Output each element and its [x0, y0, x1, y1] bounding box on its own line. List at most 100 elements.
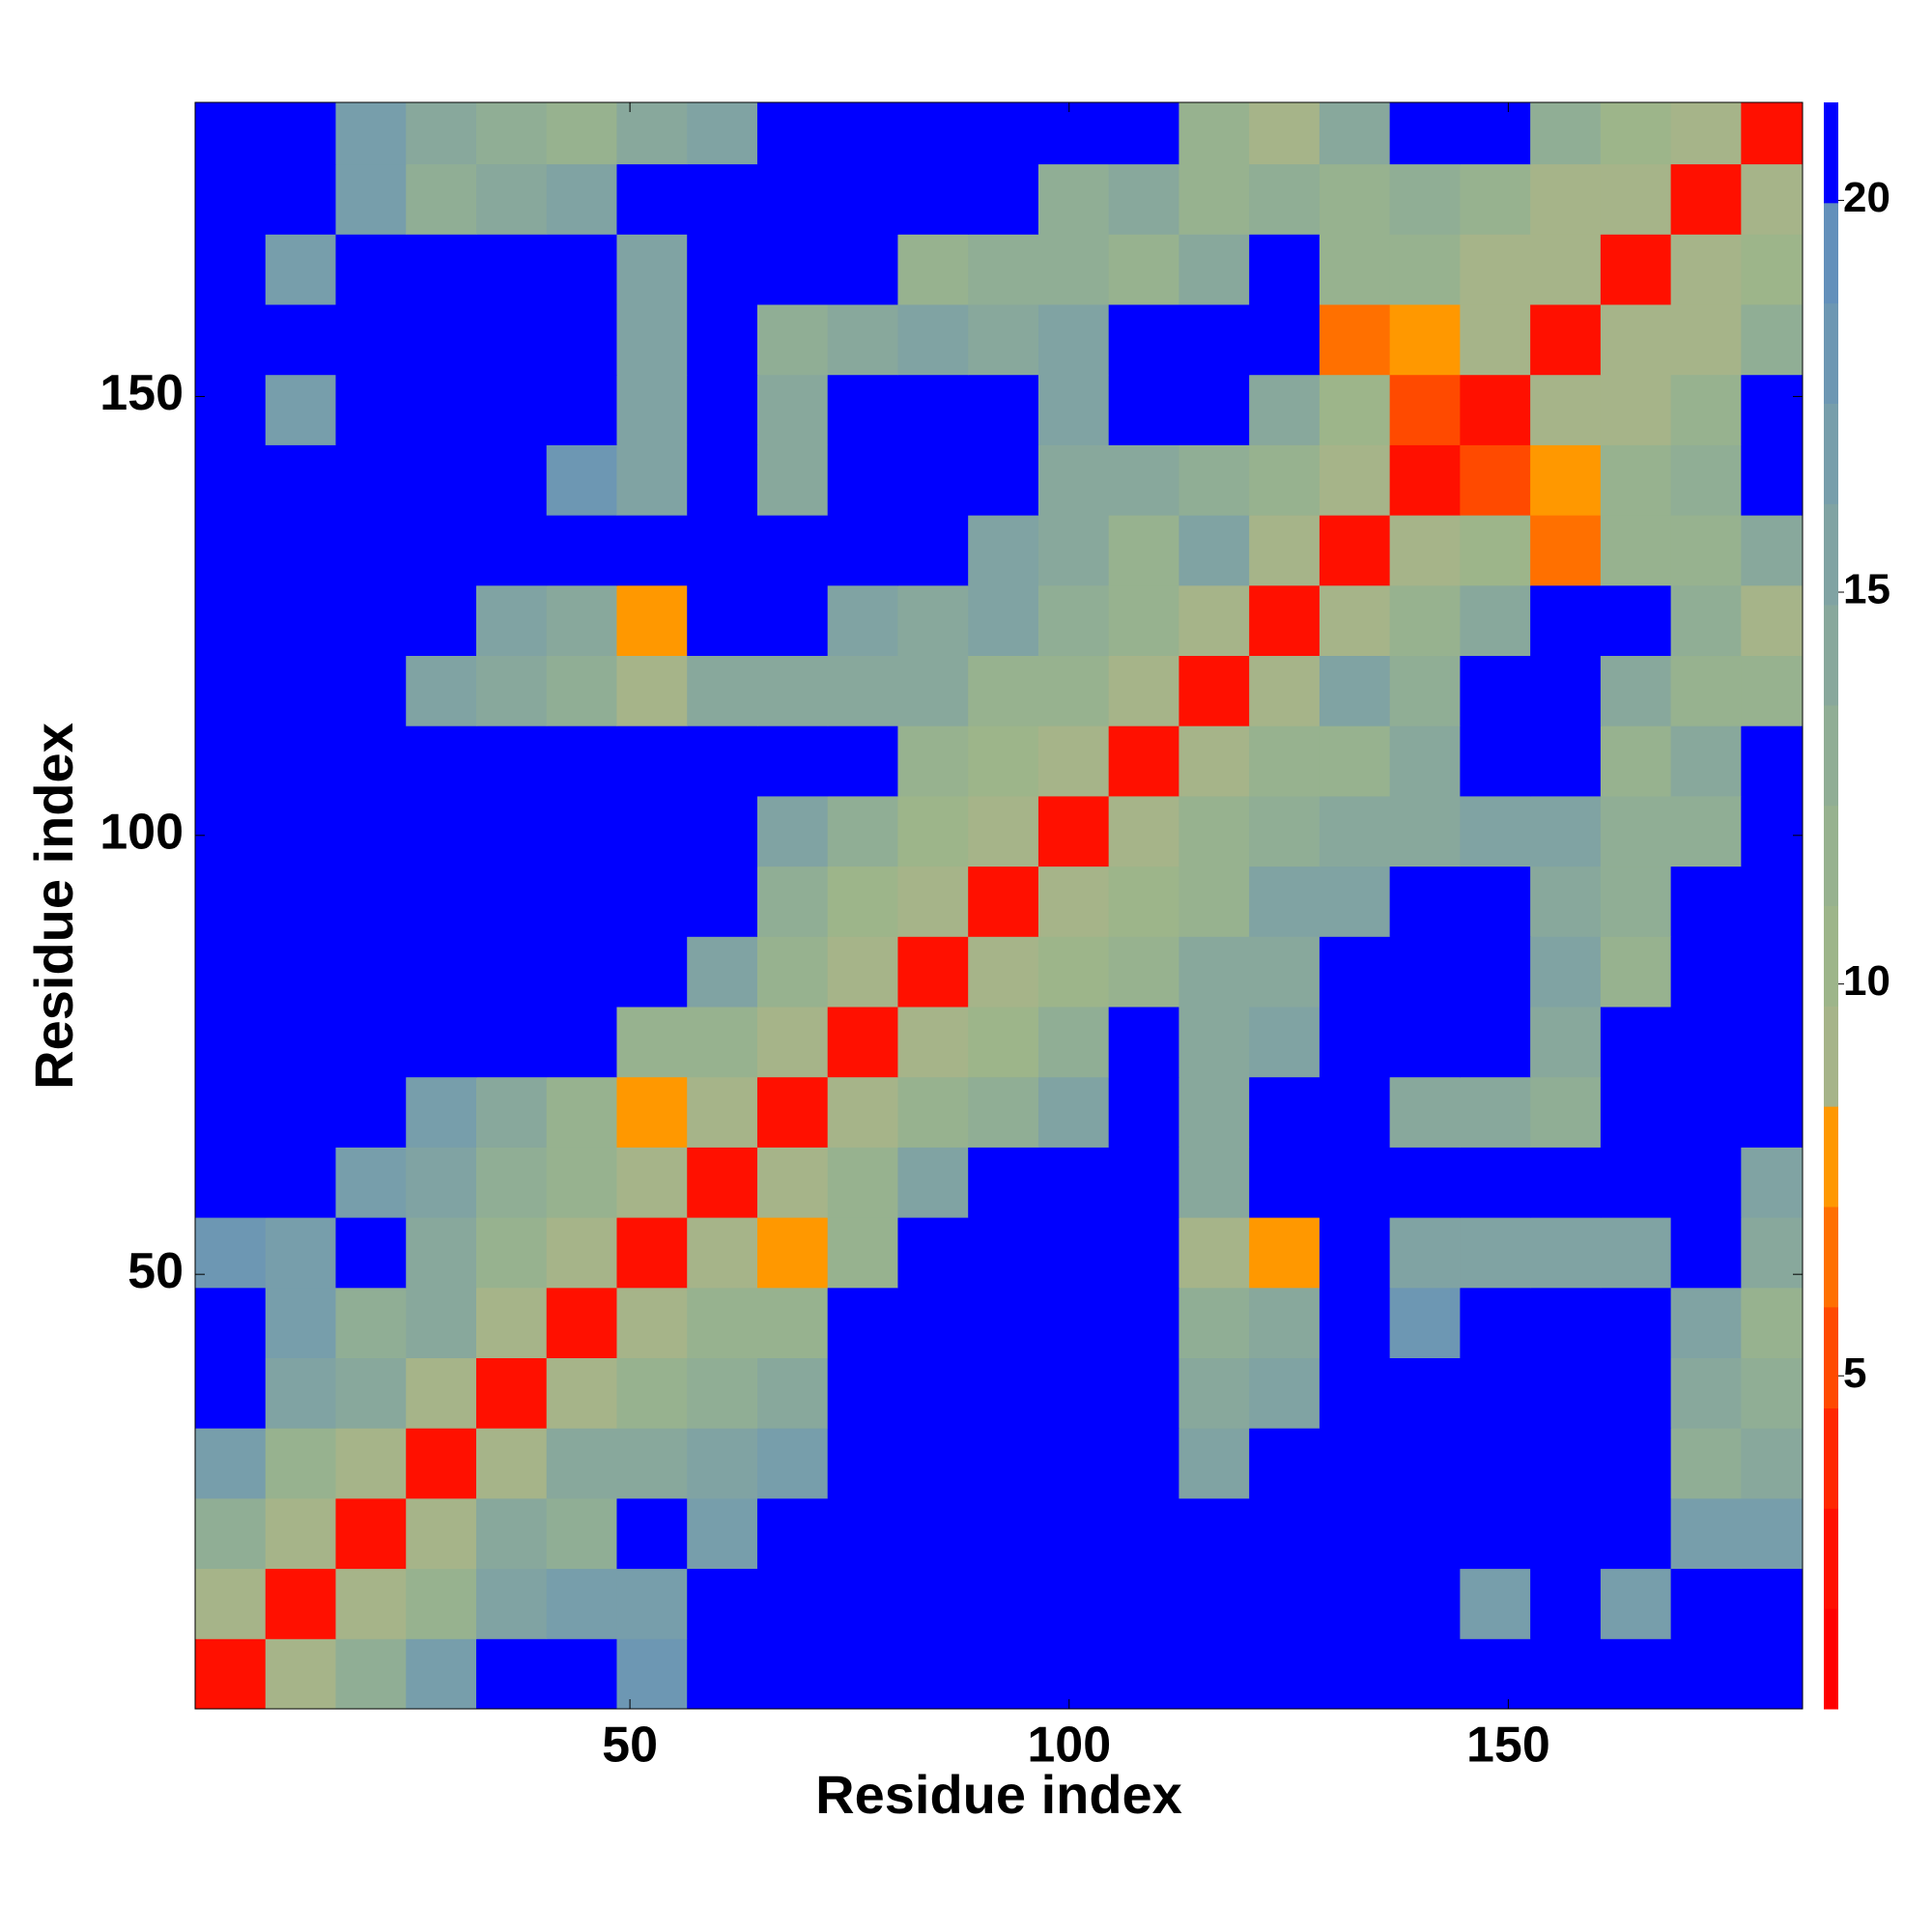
heatmap-cell [968, 515, 1039, 586]
heatmap-cell [1530, 1007, 1602, 1078]
heatmap-cell [1530, 866, 1602, 937]
heatmap-cell [1670, 1357, 1742, 1429]
heatmap-cell [827, 304, 898, 376]
heatmap-cell [1600, 795, 1672, 867]
heatmap-cell [1460, 1497, 1531, 1570]
heatmap-cell [1179, 374, 1250, 445]
heatmap-cell [475, 1007, 548, 1078]
heatmap-cell [1108, 725, 1179, 797]
heatmap-cell [1460, 1217, 1531, 1289]
heatmap-cell [335, 1287, 407, 1359]
heatmap-cell [546, 444, 617, 516]
heatmap-cell [756, 1568, 829, 1639]
heatmap-cell [1108, 234, 1179, 305]
heatmap-cell [687, 1007, 758, 1078]
heatmap-cell [1108, 936, 1179, 1008]
heatmap-cell [897, 1287, 969, 1359]
colorbar-tick-label: 10 [1843, 957, 1890, 1005]
heatmap-cell [475, 1357, 548, 1429]
heatmap-cell [616, 1147, 688, 1218]
heatmap-cell [265, 1638, 336, 1709]
heatmap-cell [546, 1357, 617, 1429]
heatmap-cell [1389, 655, 1461, 726]
heatmap-cell [1741, 1357, 1803, 1429]
heatmap-cell [1389, 1287, 1461, 1359]
heatmap-cell [1249, 655, 1321, 726]
heatmap-cell [475, 444, 548, 516]
heatmap-cell [1319, 1357, 1391, 1429]
heatmap-cell [1037, 1568, 1110, 1639]
heatmap-cell [1037, 1638, 1110, 1709]
y-tick-label: 150 [99, 365, 184, 421]
heatmap-cell [1741, 1217, 1803, 1289]
heatmap-cell [1108, 102, 1179, 165]
heatmap-cell [1179, 1217, 1250, 1289]
heatmap-cell [827, 234, 898, 305]
heatmap-cell [756, 234, 829, 305]
heatmap-cell [1600, 725, 1672, 797]
colorbar-band [1824, 1006, 1838, 1107]
heatmap-cell [406, 584, 477, 657]
heatmap-cell [195, 795, 267, 867]
heatmap-cell [265, 795, 336, 867]
heatmap-cell [546, 304, 617, 376]
heatmap-cell [827, 1287, 898, 1359]
heatmap-cell [1179, 936, 1250, 1008]
heatmap-cell [1741, 725, 1803, 797]
heatmap-cell [968, 1287, 1039, 1359]
heatmap-cell [1319, 374, 1391, 445]
heatmap-cell [1249, 584, 1321, 657]
heatmap-cell [546, 163, 617, 235]
heatmap-cell [827, 1428, 898, 1499]
heatmap-cell [265, 584, 336, 657]
heatmap-cell [1037, 1497, 1110, 1570]
heatmap-cell [475, 655, 548, 726]
heatmap-cell [1670, 725, 1742, 797]
colorbar-band [1824, 1207, 1838, 1308]
heatmap-cell [1108, 515, 1179, 586]
heatmap-cell [475, 1568, 548, 1639]
heatmap-cell [1741, 1638, 1803, 1709]
heatmap-cell [546, 102, 617, 165]
heatmap-cell [265, 1287, 336, 1359]
heatmap-cell [616, 444, 688, 516]
heatmap-cell [687, 725, 758, 797]
heatmap-cell [475, 1497, 548, 1570]
heatmap-cell [756, 444, 829, 516]
heatmap-cell [1179, 655, 1250, 726]
heatmap-cell [335, 1076, 407, 1148]
heatmap-cell [1389, 866, 1461, 937]
heatmap-cell [897, 1007, 969, 1078]
heatmap-cell [1179, 725, 1250, 797]
heatmap-cell [1179, 866, 1250, 937]
heatmap-cell [1108, 304, 1179, 376]
y-tick-label: 100 [99, 805, 184, 861]
heatmap-cell [1600, 374, 1672, 445]
heatmap-cell [968, 1076, 1039, 1148]
heatmap-cell [1460, 655, 1531, 726]
heatmap-cell [406, 515, 477, 586]
heatmap-cell [1600, 866, 1672, 937]
heatmap-cell [335, 234, 407, 305]
x-tick-label: 150 [1466, 1718, 1550, 1774]
heatmap-cell [1108, 1638, 1179, 1709]
heatmap-cell [195, 1638, 267, 1709]
heatmap-cell [335, 655, 407, 726]
heatmap-cell [1319, 866, 1391, 937]
heatmap-cell [1108, 866, 1179, 937]
heatmap-cell [1179, 1497, 1250, 1570]
heatmap-cell [406, 936, 477, 1008]
heatmap-cell [546, 936, 617, 1008]
heatmap-cell [406, 655, 477, 726]
heatmap-cell [1600, 936, 1672, 1008]
heatmap-cell [1037, 795, 1110, 867]
heatmap-cell [1741, 1568, 1803, 1639]
heatmap-cell [1460, 102, 1531, 165]
heatmap-cell [1389, 936, 1461, 1008]
heatmap-cell [1530, 1568, 1602, 1639]
heatmap-cell [475, 936, 548, 1008]
heatmap-cell [616, 795, 688, 867]
colorbar-tick-label: 5 [1843, 1350, 1866, 1397]
heatmap-cell [1319, 1287, 1391, 1359]
heatmap-cell [1600, 1007, 1672, 1078]
